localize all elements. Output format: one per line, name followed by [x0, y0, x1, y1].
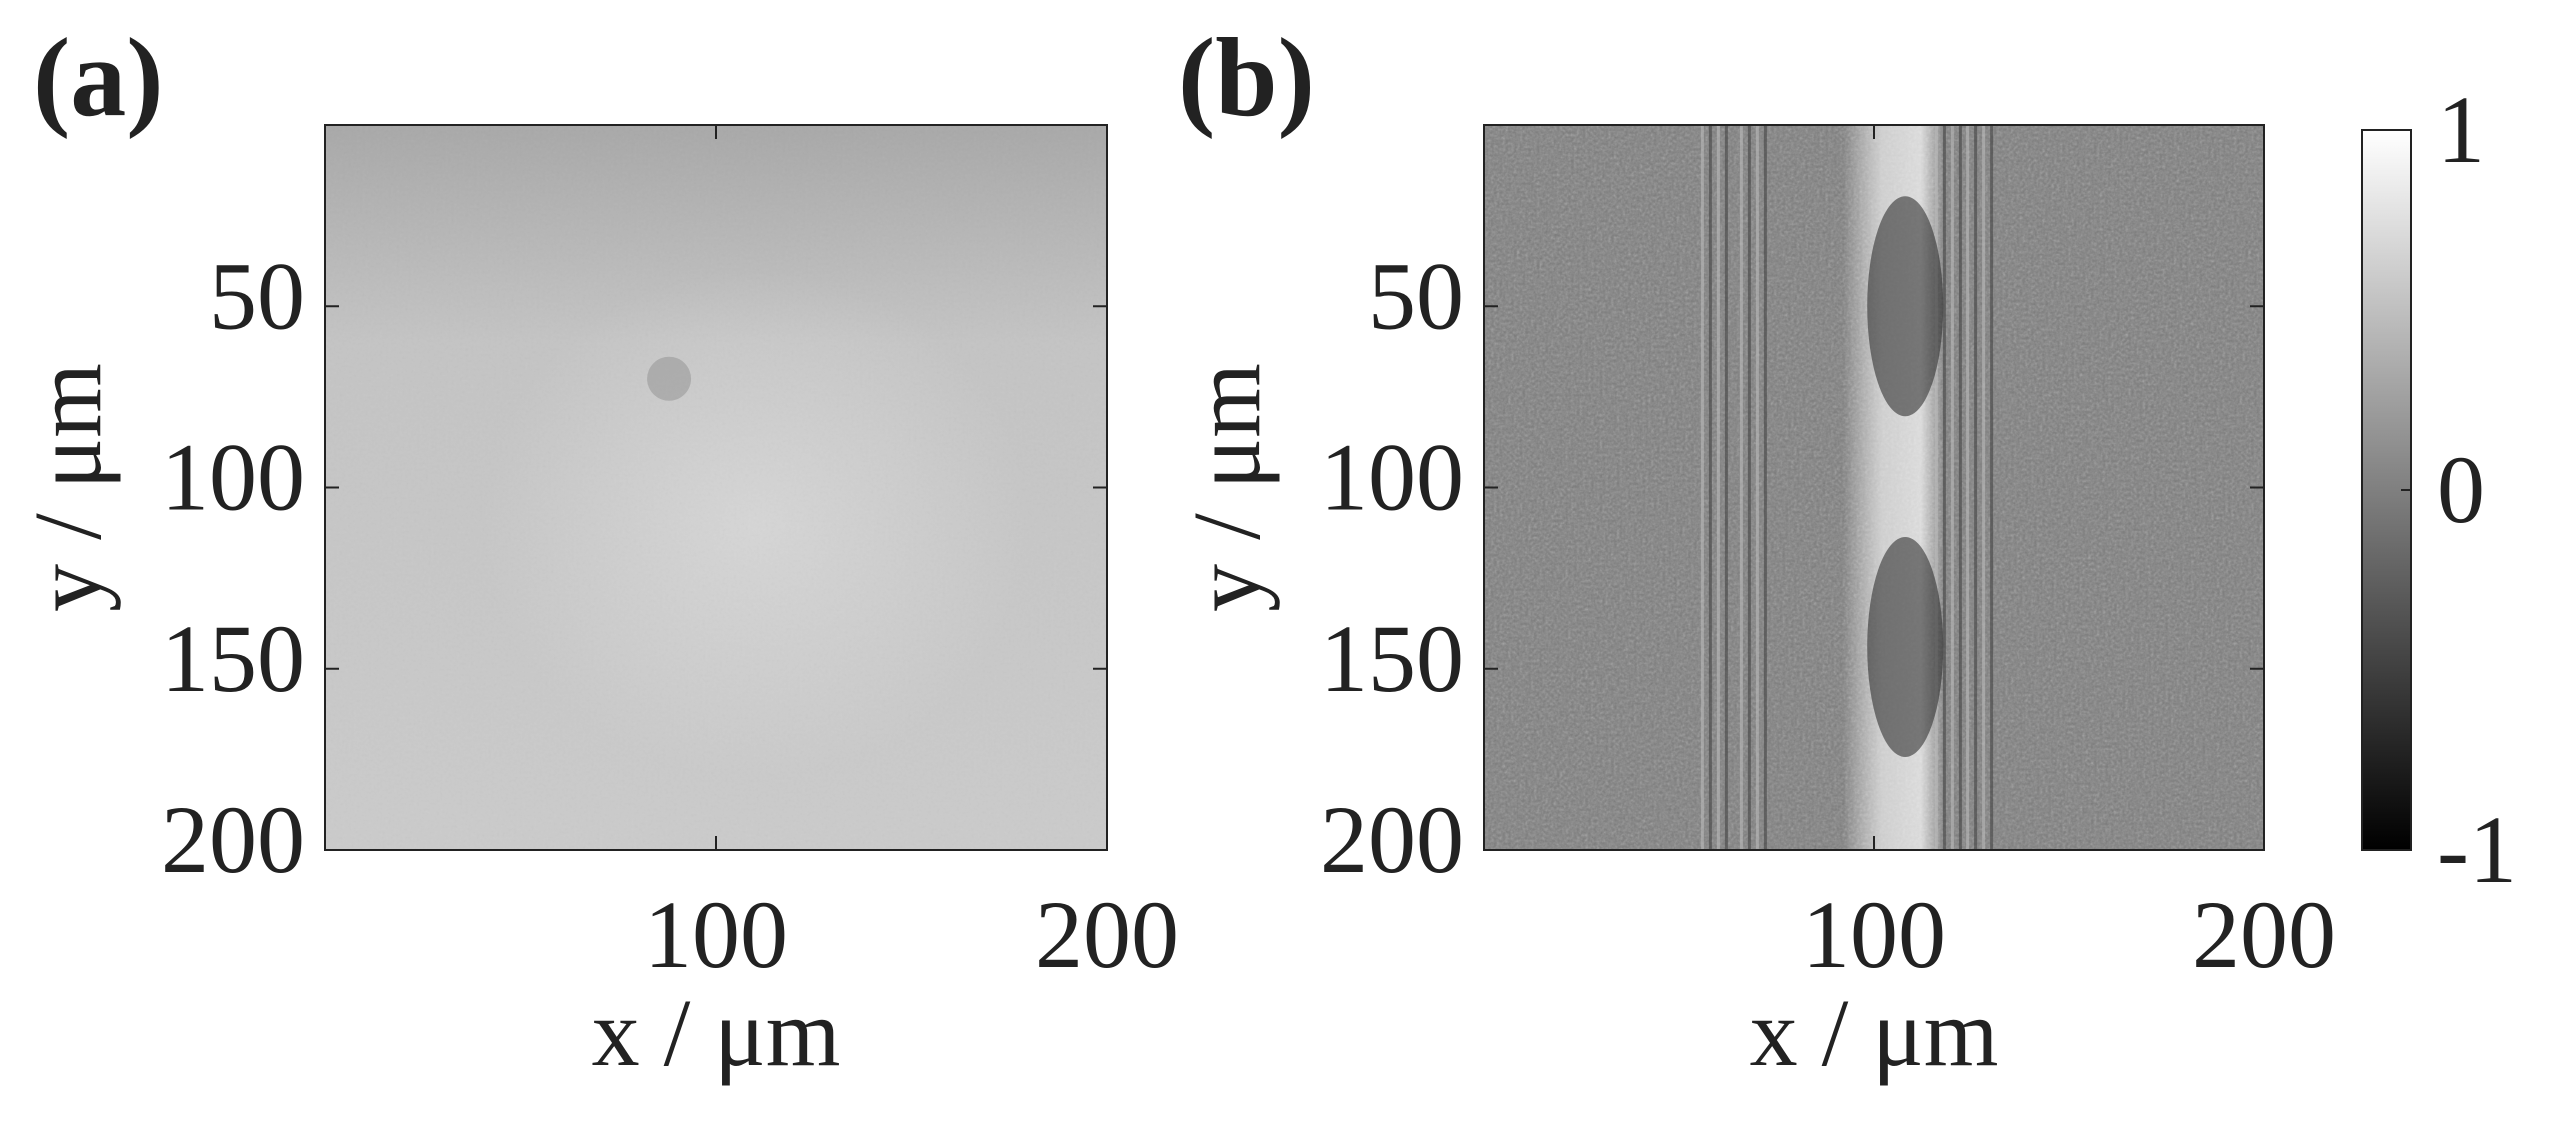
image-spot	[647, 356, 692, 401]
y-tick-label: 50	[1368, 242, 1464, 349]
colorbar-tick-label: 0	[2437, 436, 2485, 543]
x-axis-label: x / μm	[592, 979, 841, 1086]
y-tick-label: 100	[161, 424, 305, 531]
image-noise	[325, 125, 1107, 850]
y-axis-label: y / μm	[14, 363, 121, 612]
image-dark	[1867, 537, 1944, 757]
y-tick-label: 150	[161, 605, 305, 712]
y-tick-label: 150	[1320, 605, 1464, 712]
y-tick-label: 50	[209, 242, 305, 349]
colorbar-tick-label: -1	[2437, 796, 2517, 903]
image-band	[1484, 125, 2264, 850]
y-axis-label: y / μm	[1173, 363, 1280, 612]
x-axis-label: x / μm	[1750, 979, 1999, 1086]
panel-label: (a)	[33, 16, 164, 140]
colorbar-tick-label: 1	[2437, 76, 2485, 183]
plot-layer: 100 200 50 100 150 200 x / μm y / μm (a) 100 200 50…	[14, 16, 2517, 1086]
x-tick-label: 200	[1035, 881, 1179, 988]
y-tick-label: 100	[1320, 424, 1464, 531]
y-tick-label: 200	[161, 786, 305, 893]
x-tick-label: 100	[1802, 881, 1946, 988]
y-tick-label: 200	[1320, 786, 1464, 893]
image-dark	[1867, 196, 1944, 417]
x-tick-label: 100	[644, 881, 788, 988]
panel-label: (b)	[1178, 16, 1315, 140]
x-tick-label: 200	[2192, 881, 2336, 988]
